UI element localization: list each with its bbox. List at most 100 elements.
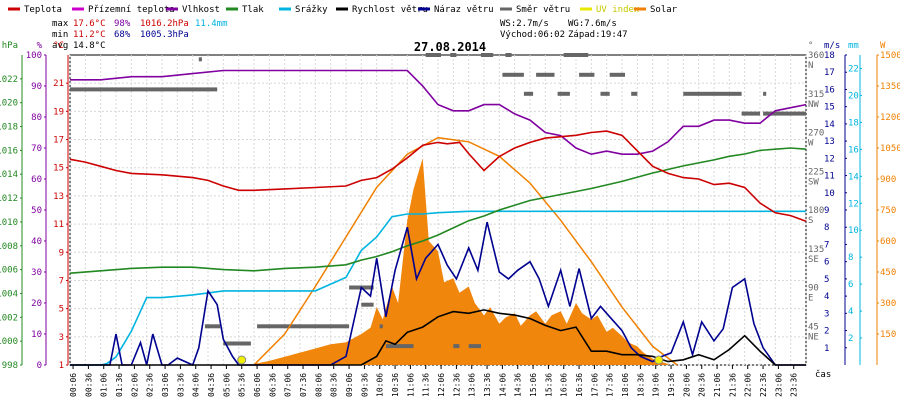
x-tick-label: 23:06 bbox=[774, 373, 783, 397]
wind-direction-mark bbox=[563, 53, 589, 57]
x-tick-label: 07:36 bbox=[299, 373, 308, 397]
axis-tick-label: 14 bbox=[848, 172, 859, 182]
legend-label: Vlhkost bbox=[182, 5, 220, 15]
x-tick-label: 22:36 bbox=[759, 373, 768, 397]
axis-unit: °C bbox=[53, 41, 64, 51]
axis-tick-label: 1012 bbox=[0, 194, 18, 204]
wind-direction-mark bbox=[204, 324, 221, 329]
axis-tick-label: 4 bbox=[848, 307, 853, 317]
wind-direction-mark bbox=[505, 53, 512, 57]
axis-unit: hPa bbox=[2, 41, 18, 51]
axis-tick-label: 16 bbox=[848, 145, 859, 155]
x-tick-label: 18:36 bbox=[636, 373, 645, 397]
x-tick-label: 13:06 bbox=[468, 373, 477, 397]
axis-unit: ° bbox=[808, 41, 813, 51]
axis-unit: mm bbox=[848, 41, 859, 51]
series-rychlost-v-tru-line bbox=[70, 309, 806, 366]
stats-min-hum: 68% bbox=[114, 30, 131, 40]
legend-label: Přízemní teplota bbox=[88, 5, 175, 15]
axis-tick-label: 11 bbox=[53, 220, 64, 230]
axis-tick-label: 1014 bbox=[0, 170, 18, 180]
wind-direction-mark bbox=[70, 87, 218, 92]
wind-direction-mark bbox=[379, 324, 383, 329]
x-tick-label: 03:06 bbox=[161, 373, 170, 397]
axis-tick-label: 998 bbox=[2, 361, 18, 371]
x-tick-label: 06:06 bbox=[253, 373, 262, 397]
axis-unit: % bbox=[37, 41, 43, 51]
axis-tick-label: 900 bbox=[880, 175, 896, 185]
x-tick-label: 04:36 bbox=[207, 373, 216, 397]
axis-tick-label: 40 bbox=[31, 237, 42, 247]
axis-tick-label: 270 bbox=[808, 129, 824, 139]
axis-tick-label: 3 bbox=[824, 309, 829, 319]
axis-tick-label: 1016 bbox=[0, 146, 18, 156]
axis-tick-label: 1350 bbox=[880, 82, 900, 92]
axis-tick-label: 1022 bbox=[0, 75, 18, 85]
axis-direction-label: SW bbox=[808, 177, 819, 187]
axis-tick-label: 9 bbox=[59, 248, 64, 258]
uv-marker bbox=[237, 355, 247, 365]
axis-direction-label: W bbox=[808, 139, 814, 149]
wind-direction-mark bbox=[198, 57, 202, 62]
x-tick-label: 01:06 bbox=[100, 373, 109, 397]
wind-info: WS:2.7m/s WG:7.6m/s Východ:06:02 Západ:1… bbox=[500, 19, 628, 40]
x-tick-label: 01:36 bbox=[115, 373, 124, 397]
legend-label: UV index bbox=[596, 5, 640, 15]
x-tick-label: 09:06 bbox=[345, 373, 354, 397]
wind-direction-mark bbox=[579, 72, 595, 77]
axis-tick-label: 315 bbox=[808, 90, 824, 100]
axis-tick-label: 600 bbox=[880, 237, 896, 247]
wind-direction-mark bbox=[631, 91, 638, 96]
axis-tick-label: 14 bbox=[824, 120, 835, 130]
sunrise-time: Východ:06:02 bbox=[500, 30, 565, 40]
axis-tick-label: 2 bbox=[848, 334, 853, 344]
legend-label: Tlak bbox=[242, 5, 264, 15]
uv-marker bbox=[654, 355, 664, 365]
x-tick-label: 16:36 bbox=[575, 373, 584, 397]
stats-block: max 17.6°C 98% 1016.2hPa 11.4mm min 11.2… bbox=[52, 19, 228, 51]
stats-min-temp: 11.2°C bbox=[73, 30, 106, 40]
stats-max-label: max bbox=[52, 19, 69, 29]
axis-tick-label: 1500 bbox=[880, 51, 900, 61]
wind-direction-mark bbox=[425, 53, 441, 57]
axis-tick-label: 1008 bbox=[0, 242, 18, 252]
legend-label: Teplota bbox=[24, 5, 62, 15]
x-axis: 00:06 00:36 01:06 01:36 02:06 02:36 03:06 03:36… bbox=[69, 365, 799, 397]
x-tick-label: 22:06 bbox=[744, 373, 753, 397]
legend-label: Náraz větru bbox=[434, 5, 494, 15]
axis-tick-label: 100 bbox=[26, 51, 42, 61]
stats-avg-temp: 14.8°C bbox=[73, 41, 106, 51]
wind-direction-mark bbox=[453, 344, 460, 349]
axis-tick-label: 1018 bbox=[0, 123, 18, 133]
axis-tick-label: 135 bbox=[808, 245, 824, 255]
wind-direction-mark bbox=[741, 111, 760, 116]
axis-unit: m/s bbox=[824, 41, 840, 51]
axis-tick-label: 11 bbox=[824, 172, 835, 182]
axis-tick-label: 6 bbox=[848, 280, 853, 290]
wind-direction-mark bbox=[361, 302, 374, 307]
x-tick-label: 16:06 bbox=[560, 373, 569, 397]
x-axis-label: čas bbox=[815, 369, 831, 380]
axis-tick-label: 1020 bbox=[0, 99, 18, 109]
axis-tick-label: 5 bbox=[824, 275, 829, 285]
wind-direction-mark bbox=[468, 344, 481, 349]
x-tick-label: 11:36 bbox=[422, 373, 431, 397]
axis-tick-label: 12 bbox=[848, 199, 859, 209]
wind-direction-mark bbox=[609, 72, 625, 77]
axis-direction-label: SE bbox=[808, 255, 819, 265]
x-tick-label: 10:36 bbox=[391, 373, 400, 397]
x-tick-label: 11:06 bbox=[406, 373, 415, 397]
axis-tick-label: 13 bbox=[53, 192, 64, 202]
x-tick-label: 09:36 bbox=[360, 373, 369, 397]
x-tick-label: 14:06 bbox=[498, 373, 507, 397]
axis-tick-label: 17 bbox=[53, 136, 64, 146]
stats-max-press: 1016.2hPa bbox=[140, 19, 189, 29]
axis-tick-label: 12 bbox=[824, 154, 835, 164]
wind-direction-mark bbox=[763, 91, 767, 96]
x-tick-label: 12:36 bbox=[452, 373, 461, 397]
axis-tick-label: 18 bbox=[824, 51, 835, 61]
axis-tick-label: 20 bbox=[31, 299, 42, 309]
wind-direction-mark bbox=[450, 53, 457, 57]
wind-direction-mark bbox=[536, 72, 555, 77]
axis-tick-label: 150 bbox=[880, 330, 896, 340]
